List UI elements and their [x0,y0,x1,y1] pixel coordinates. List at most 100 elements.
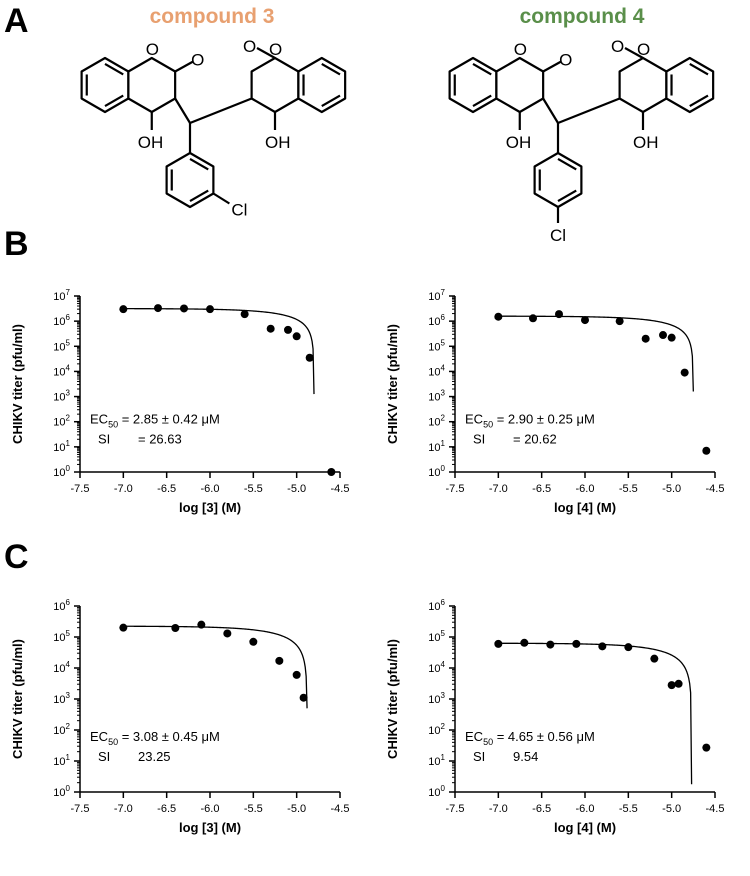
axes [74,295,341,478]
bond [321,94,341,108]
ring [80,56,130,114]
ring [165,151,215,209]
x-tick-label: -6.0 [201,483,220,495]
bond [189,189,209,203]
y-tick-label: 102 [53,414,70,429]
panel-label-b: B [4,225,29,263]
data-point [494,639,503,648]
bond [542,97,559,124]
y-tick-label: 102 [53,722,70,737]
ring-oxygen: O [146,40,159,59]
y-tick-label: 103 [428,691,445,706]
data-point [171,624,180,633]
panel-label-a: A [4,2,29,40]
y-tick-label: 100 [53,464,70,479]
chloro-label: Cl [231,201,247,220]
y-tick-label: 103 [428,389,445,404]
data-point [299,693,308,702]
x-tick-label: -6.5 [157,483,176,495]
si-annotation: SI = 20.62 [473,431,557,446]
data-point [284,325,292,334]
x-tick-label: -4.5 [706,803,725,815]
si-annotation: SI = 26.63 [98,431,182,446]
x-tick-label: -6.0 [576,803,595,815]
x-tick-label: -6.0 [576,483,595,495]
y-tick-label: 103 [53,691,70,706]
data-point [180,304,188,313]
x-tick-label: -7.5 [446,483,465,495]
ring [448,56,498,114]
ring [665,56,715,114]
bond [557,157,577,171]
carbonyl-oxygen: O [191,51,204,70]
data-point [154,304,162,313]
bond [542,60,562,73]
bond [689,62,709,76]
data-point [119,305,128,314]
bond [189,97,253,125]
y-tick-label: 100 [428,784,445,799]
x-tick-label: -5.0 [287,803,306,815]
y-tick-label: 104 [53,363,70,378]
bond [189,157,209,171]
compound-3-title: compound 3 [149,5,275,28]
x-tick-label: -7.5 [446,803,465,815]
x-tick-label: -7.5 [71,483,90,495]
y-tick-label: 102 [428,414,445,429]
y-tick-label: 101 [428,439,445,454]
bond [104,62,124,76]
fit-curve [123,307,315,395]
data-point [266,324,275,333]
data-point [680,368,689,377]
chart-b-right: 100 101 102 103 104 105 106 107 -7.5 -7.0 -6.5 -6.0… [385,288,724,515]
x-tick-label: -5.5 [244,803,263,815]
y-tick-label: 105 [428,338,445,353]
y-tick-label: 107 [428,288,445,303]
hydroxyl-label: OH [265,133,291,152]
hydroxyl-label: OH [633,133,659,152]
y-axis-label: CHIKV titer (pfu/ml) [10,639,25,759]
carbonyl-oxygen: O [611,37,624,56]
bond [472,62,492,76]
compound-4-title: compound 4 [519,5,645,28]
x-tick-label: -5.5 [619,483,638,495]
y-axis-label: CHIKV titer (pfu/ml) [385,639,400,759]
x-axis-label: log [3] (M) [179,820,241,835]
y-tick-label: 102 [428,722,445,737]
ring [127,56,177,114]
y-tick-label: 103 [53,389,70,404]
bond-lines [448,47,715,223]
chart-b-left: 100 101 102 103 104 105 106 107 -7.5 -7.0 -6.5 -6.0… [10,288,349,515]
y-tick-label: 106 [428,598,445,613]
x-tick-label: -7.0 [114,483,133,495]
data-point [572,639,581,648]
axes [449,295,716,478]
data-point [520,638,529,647]
data-point [240,310,249,319]
y-tick-label: 101 [428,753,445,768]
x-tick-label: -6.5 [532,483,551,495]
data-point [615,317,624,326]
y-axis-label: CHIKV titer (pfu/ml) [10,324,25,444]
data-point [702,446,711,455]
ec50-annotation: EC50 = 4.65 ± 0.56 μM [465,729,595,747]
y-tick-label: 101 [53,753,70,768]
bond [256,47,276,59]
fit-curve [498,315,694,392]
data-point [659,331,667,340]
ring [618,56,668,114]
carbonyl-oxygen: O [559,51,572,70]
x-tick-label: -5.0 [662,483,681,495]
ring [495,56,545,114]
chart-c-right: 100 101 102 103 104 105 106 -7.5 -7.0 -6.5 -6.0 -5.… [385,598,725,835]
data-point [598,642,607,651]
bond [174,60,194,73]
ring-oxygen: O [269,40,282,59]
y-tick-label: 105 [53,629,70,644]
data-point [197,620,206,629]
x-tick-label: -6.0 [201,803,220,815]
y-tick-label: 101 [53,439,70,454]
data-point [119,623,128,632]
x-tick-label: -7.0 [489,803,508,815]
data-point [223,629,232,638]
